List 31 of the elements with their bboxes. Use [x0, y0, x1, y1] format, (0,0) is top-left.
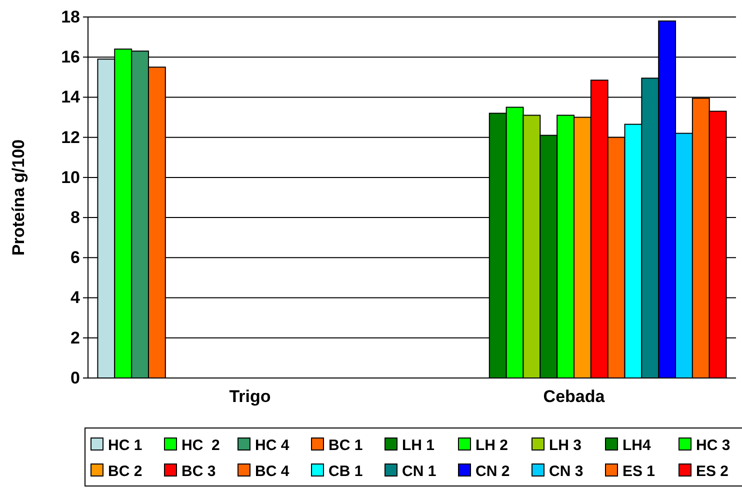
legend-label: LH 3	[549, 437, 582, 454]
x-tick-label: Trigo	[229, 387, 271, 406]
y-tick-label: 4	[70, 288, 81, 308]
legend-label: BC 2	[108, 463, 142, 480]
y-tick-label: 0	[70, 368, 80, 388]
legend-label: HC 2	[182, 437, 220, 454]
x-tick-label: Cebada	[543, 387, 606, 406]
legend-label: ES 1	[622, 463, 656, 480]
legend-label: ES 2	[696, 463, 729, 480]
legend-label: BC 1	[328, 437, 363, 454]
y-tick-label: 2	[70, 328, 80, 348]
legend-label: CB 1	[328, 463, 363, 480]
legend-label: CN 2	[476, 463, 510, 480]
legend-label: LH4	[622, 437, 652, 454]
legend-label: HC 1	[108, 437, 142, 454]
y-tick-label: 14	[61, 88, 81, 107]
legend-label: HC 3	[696, 437, 730, 454]
legend-label: BC 3	[182, 463, 216, 480]
y-tick-label: 10	[61, 168, 80, 187]
y-tick-label: 16	[61, 48, 80, 67]
y-tick-label: 8	[70, 208, 80, 227]
y-tick-label: 12	[61, 128, 80, 147]
y-axis-title: Proteína g/100	[9, 139, 28, 256]
legend-label: CN 3	[549, 463, 584, 480]
legend-label: HC 4	[255, 437, 290, 454]
y-tick-label: 18	[61, 7, 80, 26]
y-tick-label: 6	[70, 248, 80, 268]
legend-label: CN 1	[402, 463, 436, 480]
legend-label: BC 4	[255, 463, 290, 480]
legend-label: LH 1	[402, 437, 435, 454]
legend-label: LH 2	[476, 437, 508, 454]
